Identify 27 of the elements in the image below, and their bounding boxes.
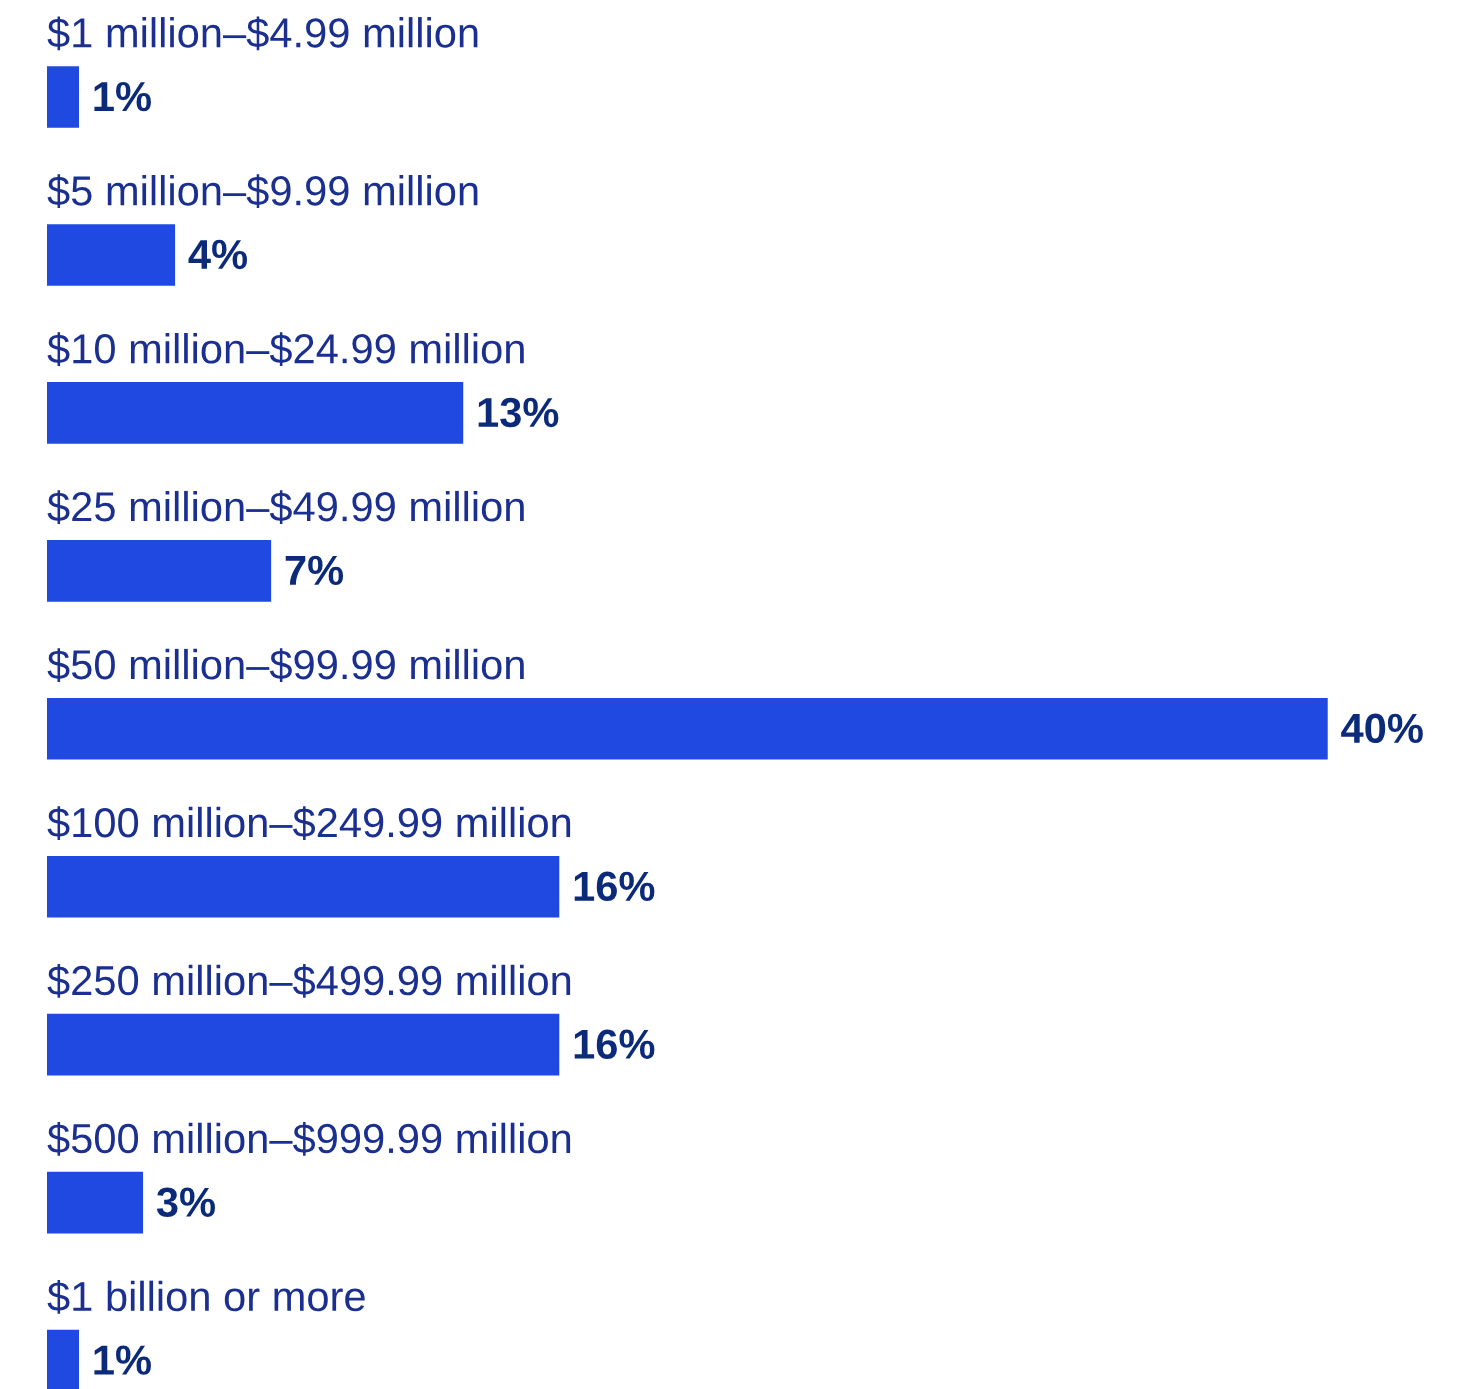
y-tick-label: $250 million–$499.99 million: [47, 964, 571, 998]
bar: [47, 382, 464, 444]
y-tick-label: $100 million–$249.99 million: [47, 806, 571, 840]
data-label: 16%: [574, 1029, 655, 1060]
bar: [47, 855, 560, 918]
bar: [47, 1171, 144, 1234]
data-label: 40%: [1341, 713, 1423, 744]
y-tick-label: $25 million–$49.99 million: [47, 490, 524, 524]
data-label: 4%: [188, 239, 247, 270]
data-label: 1%: [94, 1345, 151, 1375]
y-tick-label: $5 million–$9.99 million: [47, 174, 478, 209]
bar: [47, 697, 1328, 760]
y-tick-label: $10 million–$24.99 million: [47, 332, 524, 367]
y-tick-label: $500 million–$999.99 million: [47, 1122, 571, 1156]
bar: [47, 66, 80, 128]
bar: [47, 224, 176, 286]
bar: [47, 1329, 80, 1389]
data-label: 16%: [574, 871, 655, 902]
data-label: 1%: [94, 81, 151, 112]
y-tick-label: $1 billion or more: [47, 1280, 365, 1314]
data-label: 7%: [285, 555, 344, 586]
data-label: 13%: [478, 397, 559, 428]
bar: [47, 1013, 560, 1076]
y-tick-label: $50 million–$99.99 million: [47, 648, 524, 682]
y-tick-label: $1 million–$4.99 million: [47, 16, 478, 51]
data-label: 3%: [156, 1187, 215, 1218]
bar: [47, 540, 272, 602]
